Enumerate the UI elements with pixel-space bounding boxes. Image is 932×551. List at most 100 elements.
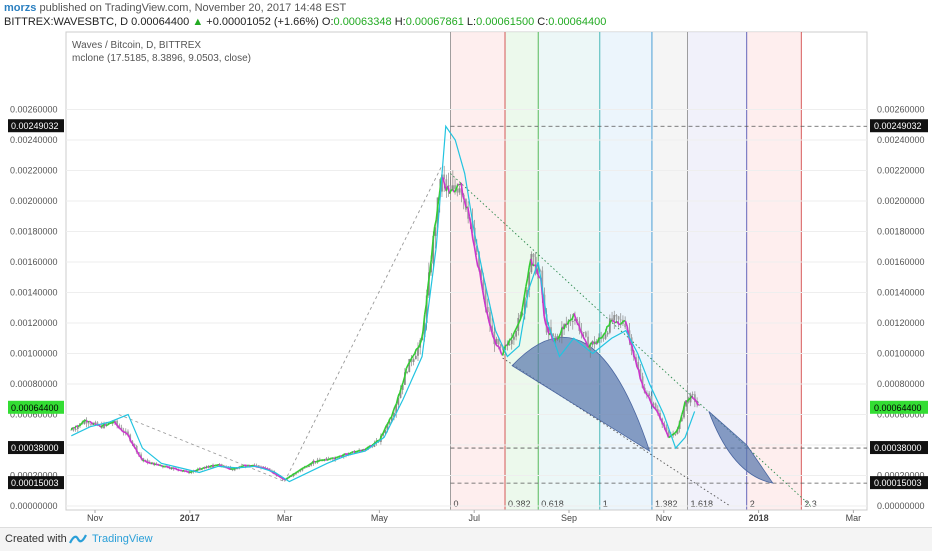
close-line-segment: [196, 470, 198, 471]
close-line-segment: [310, 463, 312, 464]
close-line-segment: [498, 346, 500, 347]
close-line-segment: [338, 456, 340, 457]
close-line-segment: [168, 467, 170, 468]
close-line-segment: [104, 425, 106, 426]
close-line-segment: [290, 475, 292, 476]
y-tick-label: 0.00220000: [877, 166, 925, 176]
x-tick-label: Nov: [87, 513, 104, 523]
close-line-segment: [299, 470, 301, 471]
y-tick-label: 0.00120000: [10, 318, 58, 328]
y-tick-label: 0.00260000: [877, 105, 925, 115]
tradingview-brand[interactable]: TradingView: [92, 533, 153, 545]
candle-body: [94, 422, 96, 423]
fib-zone-label: 1.382: [655, 499, 678, 509]
y-tick-label: 0.00120000: [877, 318, 925, 328]
x-tick-label: Mar: [277, 513, 293, 523]
y-tick-label: 0.00100000: [877, 349, 925, 359]
close-line-segment: [674, 433, 676, 434]
close-line-segment: [181, 470, 183, 471]
price-label: 0.00064400: [874, 403, 922, 413]
close-line-segment: [357, 451, 359, 452]
close-line-segment: [328, 459, 330, 460]
y-tick-label: 0.00240000: [10, 135, 58, 145]
y-tick-label: 0.00140000: [10, 288, 58, 298]
close-line-segment: [358, 450, 360, 451]
fib-zone-label: 1.618: [691, 499, 714, 509]
x-tick-label: Nov: [656, 513, 673, 523]
fib-zone-band: [652, 32, 688, 510]
candle-body: [613, 315, 615, 320]
y-tick-label: 0.00260000: [10, 105, 58, 115]
close-line-segment: [202, 468, 204, 469]
candle-body: [607, 333, 609, 335]
price-label: 0.00249032: [11, 121, 59, 131]
close-line-segment: [302, 468, 304, 469]
close-line-segment: [206, 467, 208, 468]
candle-body: [73, 430, 75, 431]
x-tick-label: Jul: [468, 513, 480, 523]
close-line-segment: [242, 465, 244, 466]
close-line-segment: [604, 333, 606, 335]
candle-body: [620, 320, 622, 321]
close-line-segment: [297, 471, 299, 472]
close-line-segment: [209, 466, 211, 467]
close-line-segment: [569, 320, 571, 321]
close-line-segment: [295, 472, 297, 473]
close-line-segment: [612, 320, 614, 321]
candle-body: [445, 179, 447, 185]
candle-body: [452, 185, 454, 189]
close-line-segment: [169, 468, 171, 469]
y-tick-label: 0.00080000: [877, 379, 925, 389]
close-line-segment: [153, 463, 155, 464]
candle-body: [511, 340, 513, 344]
close-line-segment: [304, 467, 306, 468]
close-line-segment: [78, 426, 80, 427]
close-line-segment: [171, 468, 173, 469]
price-label: 0.00038000: [11, 443, 59, 453]
y-tick-label: 0.00200000: [10, 196, 58, 206]
candle-body: [618, 316, 620, 319]
close-line-segment: [124, 432, 126, 433]
x-tick-label: Mar: [846, 513, 862, 523]
fib-zone-band: [747, 32, 802, 510]
candle-body: [75, 429, 77, 430]
fib-zone-label: 2: [750, 499, 755, 509]
close-line-segment: [305, 466, 307, 467]
candle-body: [616, 315, 618, 316]
y-tick-label: 0.00140000: [877, 288, 925, 298]
close-line-segment: [119, 428, 121, 429]
close-line-segment: [509, 339, 511, 340]
candle-body: [583, 332, 585, 333]
close-line-segment: [352, 452, 354, 453]
close-line-segment: [95, 424, 97, 425]
close-line-segment: [348, 453, 350, 454]
y-tick-label: 0.00100000: [10, 349, 58, 359]
close-line-segment: [591, 343, 593, 344]
close-line-segment: [350, 452, 352, 453]
close-line-segment: [343, 454, 345, 455]
close-line-segment: [176, 469, 178, 470]
candle-body: [88, 423, 90, 424]
close-line-segment: [693, 398, 695, 399]
close-line-segment: [534, 265, 536, 266]
fib-zone-label: 0.618: [541, 499, 564, 509]
close-line-segment: [309, 464, 311, 465]
close-line-segment: [184, 471, 186, 472]
fib-zone-label: 1: [603, 499, 608, 509]
close-line-segment: [197, 469, 199, 470]
close-line-segment: [669, 437, 671, 438]
close-line-segment: [307, 465, 309, 466]
close-line-segment: [80, 424, 82, 425]
close-line-segment: [647, 395, 649, 396]
close-line-segment: [416, 348, 418, 349]
y-tick-label: 0.00000000: [10, 501, 58, 511]
chart-title: Waves / Bitcoin, D, BITTREX: [72, 40, 201, 51]
close-line-segment: [158, 465, 160, 466]
tradingview-logo-icon: [68, 532, 88, 546]
fib-zone-label: 2.3: [804, 499, 817, 509]
candle-body: [459, 188, 461, 192]
candle-body: [509, 344, 511, 345]
close-line-segment: [214, 465, 216, 466]
close-line-segment: [335, 457, 337, 458]
